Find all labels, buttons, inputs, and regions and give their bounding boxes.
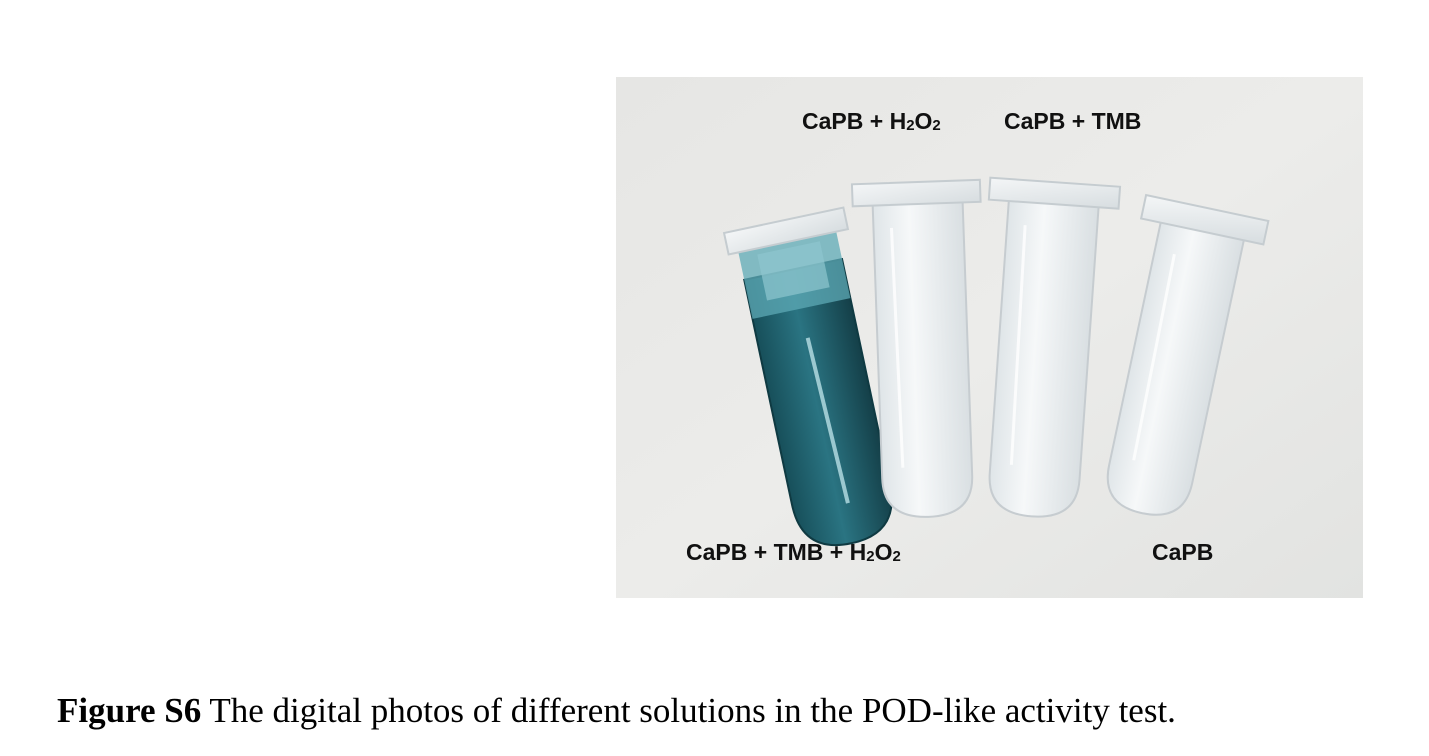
- label-capb-tmb-h2o2: CaPB + TMB + H2O2: [686, 539, 901, 565]
- photo-background: [616, 77, 1363, 598]
- tube-blue: [722, 206, 893, 547]
- caption-text: The digital photos of different solution…: [201, 691, 1176, 730]
- caption-label: Figure S6: [57, 691, 202, 730]
- label-capb: CaPB: [1152, 539, 1214, 565]
- figure-photo: CaPB + H2O2 CaPB + TMB CaPB + TMB + H2O2…: [616, 77, 1363, 598]
- tube-clear-tmb: [987, 176, 1122, 518]
- tube-clear-h2o2: [850, 178, 982, 518]
- label-capb-tmb: CaPB + TMB: [1004, 108, 1142, 134]
- figure-caption: Figure S6 The digital photos of differen…: [57, 690, 1176, 732]
- label-capb-h2o2: CaPB + H2O2: [802, 108, 941, 134]
- tubes-illustration: [616, 77, 1363, 598]
- tube-clear-capb: [1106, 193, 1270, 516]
